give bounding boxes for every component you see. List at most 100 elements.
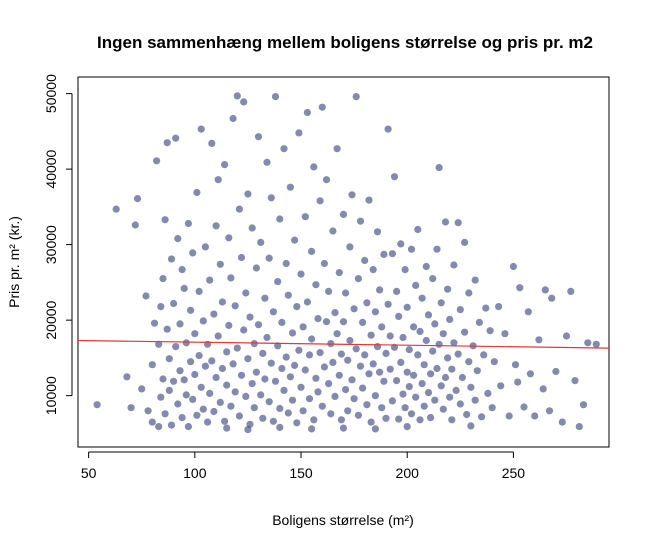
data-point	[310, 163, 318, 171]
data-point	[339, 318, 348, 326]
data-point	[269, 308, 277, 316]
data-point	[244, 355, 252, 363]
data-point	[465, 289, 473, 297]
data-point	[437, 299, 445, 307]
data-point	[422, 262, 430, 271]
data-point	[291, 361, 299, 369]
data-point	[371, 425, 379, 433]
data-point	[356, 362, 365, 370]
data-point	[233, 344, 241, 352]
data-point	[475, 318, 483, 326]
data-point	[308, 247, 316, 255]
data-point	[335, 371, 343, 379]
data-point	[197, 383, 205, 391]
data-point	[297, 383, 305, 391]
data-point	[429, 347, 437, 355]
data-point	[276, 215, 284, 223]
data-point	[431, 396, 439, 404]
data-point	[325, 380, 333, 388]
data-point	[465, 358, 473, 366]
data-point	[314, 315, 322, 323]
y-tick-label: 50000	[43, 74, 59, 113]
data-point	[352, 345, 360, 353]
data-point	[348, 191, 356, 199]
data-point	[178, 266, 186, 274]
data-point	[267, 194, 275, 202]
data-point	[393, 377, 401, 385]
data-point	[380, 377, 388, 385]
data-point	[520, 403, 528, 411]
data-point	[511, 361, 520, 369]
data-point	[316, 197, 324, 205]
data-point	[297, 270, 305, 278]
data-point	[571, 377, 579, 385]
data-point	[461, 328, 469, 336]
data-point	[361, 351, 369, 359]
trend-line	[77, 339, 610, 349]
data-point	[399, 390, 407, 398]
data-point	[444, 354, 452, 362]
data-point	[195, 352, 203, 360]
data-point	[501, 330, 509, 338]
data-point	[165, 355, 173, 363]
data-point	[276, 423, 284, 431]
data-point	[365, 196, 373, 204]
data-point	[397, 358, 405, 366]
data-point	[412, 281, 420, 289]
data-point	[165, 386, 173, 394]
data-point	[497, 382, 505, 390]
data-point	[305, 395, 314, 403]
data-point	[310, 416, 318, 424]
data-point	[393, 287, 401, 295]
data-point	[367, 418, 375, 426]
data-point	[201, 362, 209, 370]
data-point	[170, 377, 178, 385]
data-point	[254, 133, 263, 141]
data-point	[431, 320, 439, 328]
x-tick-label: 100	[183, 465, 207, 481]
data-point	[348, 376, 356, 384]
data-point	[227, 402, 235, 410]
data-point	[235, 412, 243, 420]
data-point	[388, 397, 396, 405]
data-point	[150, 319, 159, 327]
data-point	[424, 389, 433, 397]
data-point	[161, 216, 169, 224]
data-point	[163, 325, 171, 333]
data-points	[93, 92, 600, 434]
data-point	[484, 389, 492, 397]
data-point	[359, 384, 367, 392]
data-point	[257, 391, 265, 399]
data-point	[303, 298, 311, 306]
data-point	[329, 358, 337, 366]
data-point	[191, 370, 199, 379]
data-point	[558, 418, 566, 426]
data-point	[199, 317, 207, 325]
y-tick-label: 40000	[43, 149, 59, 188]
data-point	[378, 404, 386, 412]
data-point	[278, 364, 286, 373]
data-point	[452, 386, 460, 394]
data-point	[435, 164, 443, 172]
data-point	[153, 157, 161, 165]
data-point	[427, 370, 435, 378]
data-point	[254, 321, 263, 329]
data-point	[331, 392, 339, 400]
data-point	[478, 413, 486, 421]
data-point	[159, 275, 167, 283]
data-point	[280, 145, 288, 153]
data-point	[208, 357, 216, 365]
data-point	[410, 323, 418, 331]
data-point	[344, 356, 352, 364]
y-tick-label: 20000	[43, 300, 59, 339]
data-point	[218, 298, 226, 306]
data-point	[208, 139, 216, 147]
data-point	[288, 396, 297, 404]
data-point	[450, 339, 458, 347]
data-point	[541, 286, 549, 294]
data-point	[195, 287, 203, 295]
data-point	[227, 274, 235, 282]
data-point	[127, 404, 135, 412]
data-point	[259, 349, 267, 357]
data-point	[439, 330, 447, 338]
